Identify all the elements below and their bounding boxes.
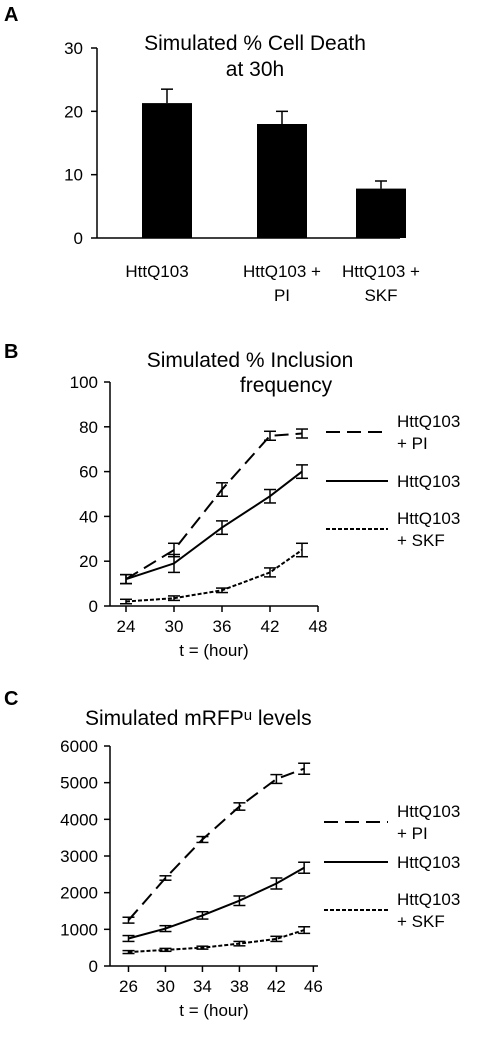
x-axis-label: t = (hour) xyxy=(179,1001,248,1020)
chart-title: Simulated % Cell Death xyxy=(144,32,366,55)
panel-c: C Simulated mRFPu levels 0 1000 2000 3000 400… xyxy=(4,688,460,1020)
x-tick-label: 24 xyxy=(117,617,136,636)
legend-label: HttQ103 xyxy=(397,890,460,909)
chart-title: frequency xyxy=(240,374,333,397)
y-tick-label: 4000 xyxy=(60,810,98,829)
x-tick-label: 42 xyxy=(261,617,280,636)
y-tick-label: 20 xyxy=(79,552,98,571)
x-tick-label: 30 xyxy=(156,977,175,996)
x-tick-label: 34 xyxy=(193,977,212,996)
bar xyxy=(142,103,192,238)
x-tick-label: 42 xyxy=(267,977,286,996)
category-label: HttQ103 + xyxy=(342,262,420,281)
y-tick-label: 1000 xyxy=(60,920,98,939)
y-tick-label: 3000 xyxy=(60,847,98,866)
panel-label-c: C xyxy=(4,688,18,710)
legend-label: HttQ103 xyxy=(397,802,460,821)
chart-title: Simulated % Inclusion xyxy=(147,349,354,372)
bar xyxy=(356,188,406,238)
legend-label: HttQ103 xyxy=(397,472,460,491)
y-tick-label: 0 xyxy=(74,229,83,248)
x-tick-label: 30 xyxy=(165,617,184,636)
y-tick-label: 60 xyxy=(79,463,98,482)
y-tick-label: 6000 xyxy=(60,737,98,756)
legend-label: + PI xyxy=(397,824,428,843)
legend-label: HttQ103 xyxy=(397,853,460,872)
bar xyxy=(257,124,307,238)
chart-title: Simulated mRFPu levels xyxy=(85,707,312,730)
y-tick-label: 100 xyxy=(70,373,98,392)
x-tick-label: 36 xyxy=(213,617,232,636)
panel-label-a: A xyxy=(4,4,18,26)
panel-label-b: B xyxy=(4,341,18,363)
y-tick-label: 30 xyxy=(64,39,83,58)
series-line xyxy=(127,767,305,921)
x-tick-label: 38 xyxy=(230,977,249,996)
series-line xyxy=(128,866,305,940)
panel-a: A Simulated % Cell Death at 30h 0 10 20 30 Htt… xyxy=(4,4,420,305)
x-tick-label: 48 xyxy=(309,617,328,636)
y-tick-label: 5000 xyxy=(60,774,98,793)
legend-label: HttQ103 xyxy=(397,509,460,528)
category-label: HttQ103 + xyxy=(243,262,321,281)
x-tick-label: 46 xyxy=(304,977,323,996)
series-line xyxy=(125,549,303,603)
y-tick-label: 10 xyxy=(64,166,83,185)
legend-label: + SKF xyxy=(397,912,445,931)
y-tick-label: 20 xyxy=(64,102,83,121)
y-tick-label: 0 xyxy=(89,957,98,976)
category-label: SKF xyxy=(364,286,397,305)
legend-label: + PI xyxy=(397,434,428,453)
y-tick-label: 40 xyxy=(79,507,98,526)
x-axis-label: t = (hour) xyxy=(179,641,248,660)
y-tick-label: 2000 xyxy=(60,884,98,903)
category-label: HttQ103 xyxy=(125,262,188,281)
legend-label: + SKF xyxy=(397,531,445,550)
series-line xyxy=(128,929,305,954)
chart-title: at 30h xyxy=(226,58,284,81)
series-line xyxy=(125,432,303,580)
category-label: PI xyxy=(274,286,290,305)
y-tick-label: 0 xyxy=(89,597,98,616)
y-tick-label: 80 xyxy=(79,418,98,437)
legend-label: HttQ103 xyxy=(397,412,460,431)
x-tick-label: 26 xyxy=(119,977,138,996)
